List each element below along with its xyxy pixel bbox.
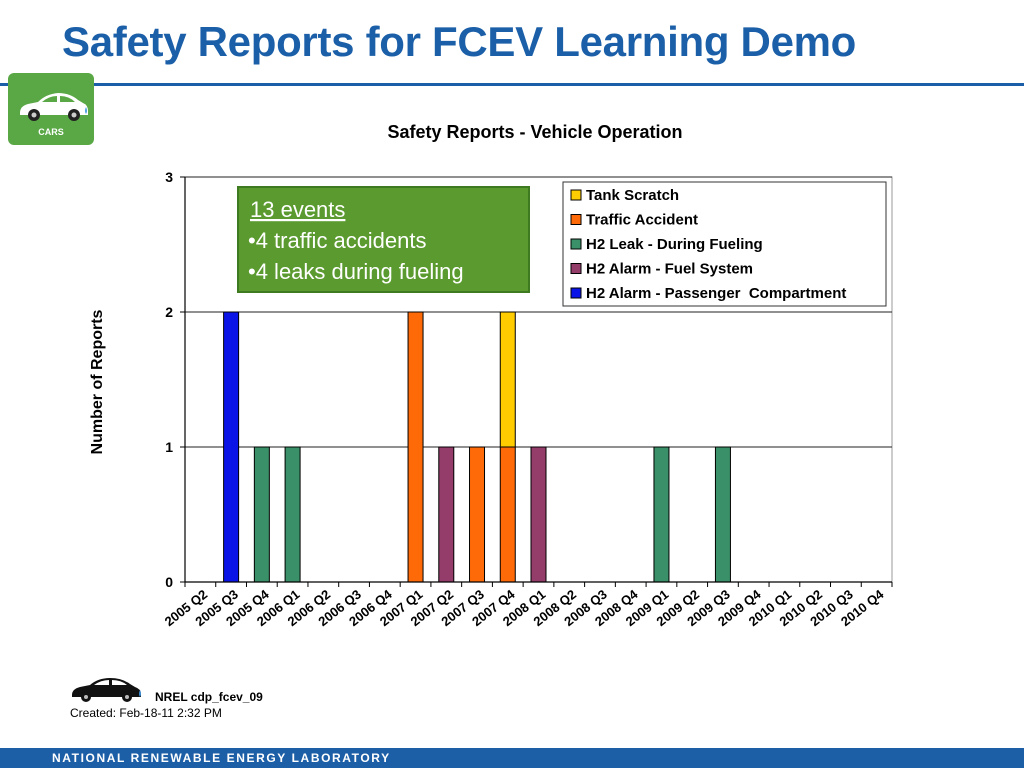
y-tick-label: 3 bbox=[165, 169, 173, 185]
y-tick-label: 2 bbox=[165, 304, 173, 320]
callout-line-1: •4 traffic accidents bbox=[248, 228, 427, 253]
legend-label: H2 Alarm - Passenger Compartment bbox=[586, 285, 846, 302]
created-timestamp: Created: Feb-18-11 2:32 PM bbox=[70, 706, 222, 720]
legend-swatch bbox=[570, 238, 582, 250]
bar-segment bbox=[499, 311, 516, 448]
legend-swatch bbox=[570, 263, 582, 274]
bar-segment bbox=[438, 446, 455, 583]
legend: Tank Scratch Traffic Accident H2 Leak - Du… bbox=[562, 181, 887, 307]
badge-label: CARS bbox=[38, 127, 64, 137]
y-tick-label: 0 bbox=[165, 574, 173, 590]
car-icon bbox=[20, 93, 88, 121]
legend-swatch bbox=[570, 214, 582, 225]
callout-box: 13 events •4 traffic accidents •4 leaks … bbox=[237, 186, 530, 293]
bars bbox=[223, 311, 731, 583]
title-divider bbox=[0, 83, 1024, 86]
source-id: NREL cdp_fcev_09 bbox=[155, 690, 263, 704]
legend-label: Tank Scratch bbox=[586, 187, 679, 204]
legend-label: H2 Leak - During Fueling bbox=[586, 236, 763, 253]
bar-segment bbox=[223, 311, 240, 583]
legend-frame bbox=[562, 181, 887, 307]
bar-segment bbox=[407, 311, 424, 583]
footer-car-icon bbox=[72, 678, 141, 702]
legend-label: Traffic Accident bbox=[586, 212, 698, 229]
bar-segment bbox=[653, 446, 670, 583]
y-tick-label: 1 bbox=[165, 439, 173, 455]
organization-name: NATIONAL RENEWABLE ENERGY LABORATORY bbox=[52, 751, 391, 765]
legend-label: H2 Alarm - Fuel System bbox=[586, 261, 753, 278]
cars-badge: CARS bbox=[8, 73, 94, 145]
bar-segment bbox=[253, 446, 270, 583]
bar-segment bbox=[284, 446, 301, 583]
bar-segment bbox=[714, 446, 731, 583]
legend-swatch bbox=[570, 189, 582, 201]
axes bbox=[180, 176, 893, 587]
y-axis-label: Number of Reports bbox=[89, 309, 106, 454]
slide-title: Safety Reports for FCEV Learning Demo bbox=[62, 18, 857, 65]
bar-segment bbox=[469, 446, 486, 583]
chart-title: Safety Reports - Vehicle Operation bbox=[387, 122, 682, 142]
legend-swatch bbox=[570, 287, 582, 299]
bar-segment bbox=[530, 446, 547, 583]
callout-heading: 13 events bbox=[250, 197, 345, 222]
bar-chart: Safety Reports - Vehicle Operation Numbe… bbox=[89, 122, 893, 629]
bottom-bar: NATIONAL RENEWABLE ENERGY LABORATORY bbox=[0, 748, 1024, 768]
bar-segment bbox=[499, 446, 516, 583]
callout-line-2: •4 leaks during fueling bbox=[248, 259, 464, 284]
